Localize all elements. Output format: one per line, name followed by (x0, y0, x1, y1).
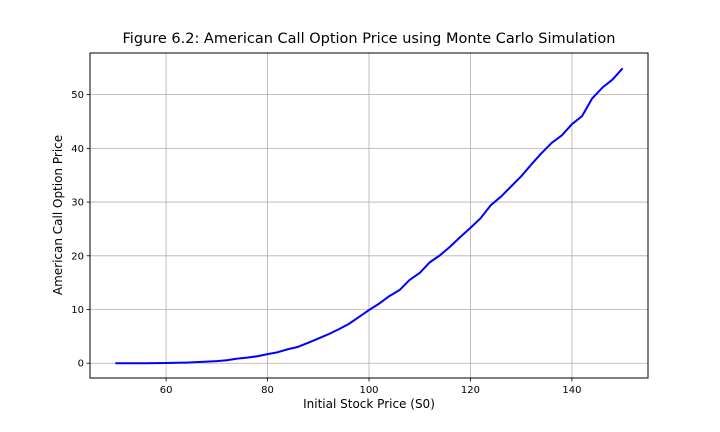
x-tick-label: 80 (261, 385, 274, 396)
x-tick-label: 120 (461, 385, 480, 396)
chart-title: Figure 6.2: American Call Option Price u… (122, 31, 616, 47)
x-axis-label: Initial Stock Price (S0) (303, 397, 435, 411)
series-lines (115, 67, 624, 365)
y-tick-label: 30 (71, 198, 84, 209)
y-tick-label: 50 (71, 90, 84, 101)
y-tick-label: 10 (71, 305, 84, 316)
plot-frame (89, 52, 649, 379)
x-tick-label: 60 (160, 385, 173, 396)
grid-lines (90, 53, 648, 378)
y-tick-label: 40 (71, 144, 84, 155)
x-tick-label: 100 (359, 385, 378, 396)
y-tick-label: 20 (71, 251, 84, 262)
x-tick-label: 140 (562, 385, 581, 396)
series-line (115, 67, 624, 365)
axis-ticks: 60 80 100 120 140 0 10 20 30 40 50 (71, 90, 581, 396)
y-tick-label: 0 (78, 359, 84, 370)
